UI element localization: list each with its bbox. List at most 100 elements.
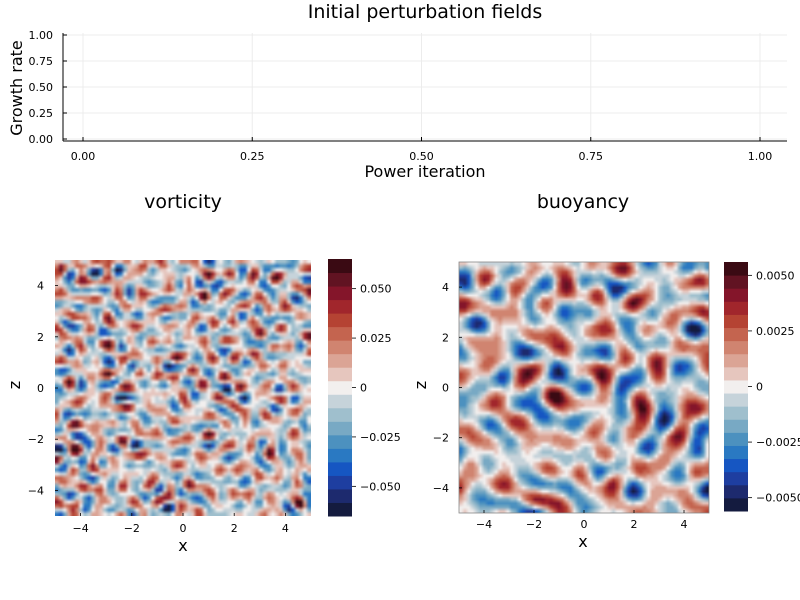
y-tick-label: 0.75 — [29, 55, 54, 68]
vorticity-x-label: x — [178, 536, 187, 555]
buoyancy-colorbar-ticks: −0.0050 −0.0025 0 0.0025 0.0050 — [748, 269, 800, 505]
colorbar-segment — [328, 394, 352, 409]
colorbar-segment — [724, 458, 748, 473]
colorbar-segment — [724, 366, 748, 381]
colorbar-tick-label: −0.025 — [360, 431, 401, 444]
colorbar-tick-label: 0.0050 — [756, 269, 795, 282]
colorbar-segment — [328, 461, 352, 476]
colorbar-tick-label: 0.050 — [360, 283, 392, 296]
vorticity-colorbar-ticks: −0.050 −0.025 0 0.025 0.050 — [352, 283, 401, 493]
colorbar-segment — [328, 340, 352, 355]
y-tick-label: 4 — [442, 281, 449, 294]
vorticity-y-ticks: −4 −2 0 2 4 — [28, 280, 58, 497]
colorbar-segment — [328, 299, 352, 314]
colorbar-segment — [724, 288, 748, 302]
buoyancy-y-label: z — [411, 381, 430, 389]
y-tick-label: 0 — [37, 382, 44, 395]
colorbar-segment — [328, 313, 352, 328]
colorbar-segment — [328, 259, 352, 274]
colorbar-segment — [724, 419, 748, 433]
colorbar-segment — [724, 301, 748, 315]
colorbar-segment — [724, 445, 748, 460]
colorbar-segment — [328, 380, 352, 395]
buoyancy-y-ticks: −4 −2 0 2 4 — [433, 281, 462, 495]
growth-rate-x-ticks: 0.00 0.25 0.50 0.75 1.00 — [71, 137, 773, 163]
x-tick-label: −4 — [476, 518, 492, 531]
growth-rate-panel: Initial perturbation fields 0.00 0.25 0.50… — [7, 1, 787, 181]
buoyancy-heatmap — [459, 262, 709, 513]
vorticity-x-ticks: −4 −2 0 2 4 — [72, 513, 289, 535]
x-tick-label: 0.50 — [409, 150, 434, 163]
buoyancy-x-ticks: −4 −2 0 2 4 — [476, 510, 688, 531]
y-tick-label: 0 — [442, 382, 449, 395]
vorticity-y-label: z — [5, 381, 24, 389]
vorticity-colorbar — [328, 259, 352, 517]
colorbar-segment — [328, 272, 352, 287]
x-tick-label: 4 — [681, 518, 688, 531]
colorbar-segment — [724, 393, 748, 407]
colorbar-segment — [328, 448, 352, 463]
x-tick-label: −4 — [72, 522, 88, 535]
y-tick-label: 0.25 — [29, 107, 54, 120]
colorbar-segment — [328, 502, 352, 517]
y-tick-label: 1.00 — [29, 29, 54, 42]
x-tick-label: 2 — [631, 518, 638, 531]
colorbar-segment — [724, 432, 748, 446]
x-tick-label: 0.00 — [71, 150, 96, 163]
colorbar-segment — [724, 471, 748, 486]
growth-rate-title: Initial perturbation fields — [308, 1, 543, 23]
x-tick-label: 0 — [180, 522, 187, 535]
y-tick-label: −4 — [28, 484, 44, 497]
colorbar-segment — [328, 326, 352, 341]
colorbar-segment — [724, 484, 748, 499]
buoyancy-title: buoyancy — [537, 191, 629, 213]
colorbar-segment — [724, 353, 748, 368]
growth-rate-grid — [63, 33, 787, 141]
colorbar-segment — [724, 379, 748, 394]
colorbar-tick-label: −0.0050 — [756, 492, 800, 505]
colorbar-tick-label: 0 — [756, 381, 763, 394]
colorbar-segment — [328, 488, 352, 503]
y-tick-label: 0.00 — [29, 133, 54, 146]
growth-rate-x-label: Power iteration — [364, 162, 485, 181]
colorbar-segment — [724, 327, 748, 342]
colorbar-tick-label: −0.0025 — [756, 436, 800, 449]
colorbar-segment — [724, 314, 748, 329]
colorbar-segment — [724, 406, 748, 420]
colorbar-segment — [724, 262, 748, 276]
colorbar-segment — [328, 407, 352, 422]
colorbar-segment — [724, 497, 748, 512]
y-tick-label: −4 — [433, 482, 449, 495]
colorbar-segment — [328, 367, 352, 382]
x-tick-label: 2 — [231, 522, 238, 535]
growth-rate-y-label: Growth rate — [7, 40, 26, 136]
y-tick-label: 2 — [442, 331, 449, 344]
buoyancy-x-label: x — [578, 532, 587, 551]
y-tick-label: 0.50 — [29, 81, 54, 94]
growth-rate-y-ticks: 0.00 0.25 0.50 0.75 1.00 — [29, 29, 67, 146]
y-tick-label: −2 — [433, 432, 449, 445]
x-tick-label: 0 — [581, 518, 588, 531]
x-tick-label: −2 — [124, 522, 140, 535]
y-tick-label: 4 — [37, 280, 44, 293]
colorbar-tick-label: 0.025 — [360, 332, 392, 345]
x-tick-label: 0.75 — [579, 150, 604, 163]
colorbar-tick-label: 0.0025 — [756, 325, 795, 338]
colorbar-segment — [328, 286, 352, 301]
x-tick-label: 0.25 — [240, 150, 265, 163]
buoyancy-colorbar — [724, 262, 748, 512]
vorticity-title: vorticity — [144, 191, 222, 213]
colorbar-segment — [328, 353, 352, 368]
colorbar-segment — [724, 275, 748, 289]
y-tick-label: 2 — [37, 331, 44, 344]
x-tick-label: 1.00 — [748, 150, 773, 163]
x-tick-label: −2 — [526, 518, 542, 531]
colorbar-segment — [328, 421, 352, 436]
vorticity-heatmap — [55, 260, 311, 516]
colorbar-tick-label: 0 — [360, 382, 367, 395]
x-tick-label: 4 — [282, 522, 289, 535]
colorbar-segment — [724, 340, 748, 355]
